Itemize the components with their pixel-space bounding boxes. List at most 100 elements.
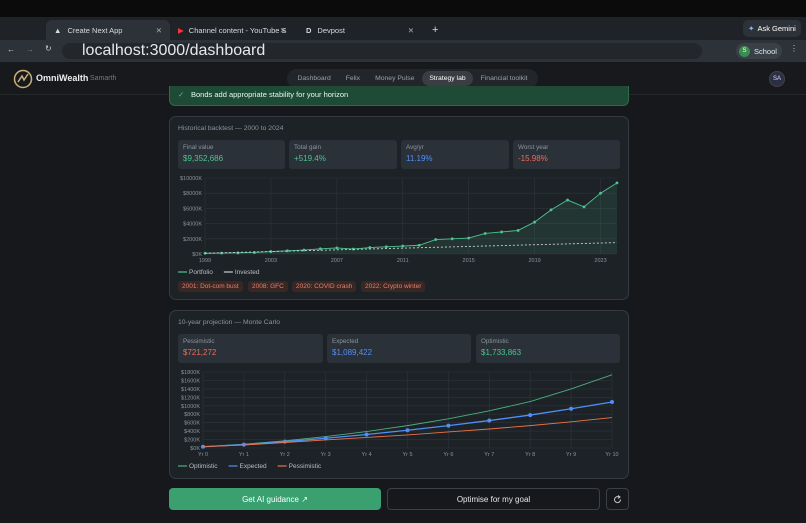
x-tick-label: Yr 0 xyxy=(198,452,208,458)
x-tick-label: 2015 xyxy=(463,258,475,264)
stat-value: $1,733,863 xyxy=(481,348,522,357)
series-line xyxy=(204,242,618,254)
y-tick-label: $400K xyxy=(184,429,200,435)
reset-button[interactable] xyxy=(606,488,629,510)
stat-value: -15.98% xyxy=(518,154,548,163)
nav-link[interactable]: Financial toolkit xyxy=(480,75,528,82)
x-tick-label: Yr 2 xyxy=(280,452,290,458)
data-point xyxy=(364,432,369,437)
tab[interactable]: ▲ Create Next App ✕ xyxy=(46,20,170,40)
new-tab-button[interactable]: + xyxy=(432,24,439,36)
data-point xyxy=(483,232,487,235)
address-bar[interactable]: localhost:3000/dashboard xyxy=(62,42,702,59)
data-point xyxy=(599,191,602,195)
reset-icon xyxy=(614,494,622,503)
data-point xyxy=(582,205,586,209)
data-point xyxy=(434,238,438,241)
tab-title: Devpost xyxy=(317,25,345,35)
event-chip: 2001: Dot-com bust xyxy=(178,281,243,292)
legend-label: Optimistic xyxy=(189,463,218,470)
data-point xyxy=(615,181,619,185)
data-point xyxy=(335,246,339,250)
user-name: Samarth xyxy=(90,75,117,82)
stat-box: Pessimistic $721,272 xyxy=(178,334,323,363)
stat-box: Total gain +519.4% xyxy=(289,140,397,169)
tab[interactable]: D Devpost ✕ xyxy=(306,25,414,35)
data-point xyxy=(236,251,240,255)
x-tick-label: Yr 5 xyxy=(402,452,412,458)
stat-box: Final value $9,352,686 xyxy=(178,140,285,169)
legend-label: Expected xyxy=(240,463,267,470)
stat-box: Avg/yr 11.19% xyxy=(401,140,509,169)
reload-button[interactable]: ↻ xyxy=(45,44,52,53)
x-tick-label: Yr 6 xyxy=(443,452,453,458)
event-chip: 2022: Crypto winter xyxy=(361,281,426,292)
data-point xyxy=(318,247,322,251)
data-point xyxy=(253,251,256,254)
back-button[interactable]: ← xyxy=(7,45,15,54)
stat-label: Total gain xyxy=(294,144,321,151)
ai-guidance-button[interactable]: Get AI guidance ↗ xyxy=(169,488,381,510)
data-point xyxy=(549,208,553,212)
tab-title: Create Next App xyxy=(67,25,123,35)
y-tick-label: $1000K xyxy=(181,404,200,410)
y-tick-label: $1200K xyxy=(181,395,200,401)
data-point xyxy=(417,243,421,247)
stat-value: $1,089,422 xyxy=(332,348,373,357)
stat-box: Optimistic $1,733,863 xyxy=(476,334,620,363)
stat-label: Final value xyxy=(183,144,214,151)
data-point xyxy=(368,246,372,249)
profile-button[interactable]: S School xyxy=(736,43,782,59)
stat-value: +519.4% xyxy=(294,154,326,163)
stat-value: 11.19% xyxy=(406,154,433,163)
data-point xyxy=(401,244,405,248)
data-point xyxy=(487,418,492,423)
x-tick-label: 2007 xyxy=(331,258,343,264)
y-tick-label: $1400K xyxy=(181,387,200,393)
x-tick-label: Yr 1 xyxy=(239,452,249,458)
ask-gemini-label: Ask Gemini xyxy=(757,24,796,33)
user-avatar[interactable]: SA xyxy=(769,71,785,87)
stat-label: Pessimistic xyxy=(183,338,215,345)
data-point xyxy=(528,413,533,418)
stat-label: Expected xyxy=(332,338,359,345)
stat-label: Avg/yr xyxy=(406,144,424,151)
y-tick-label: $0K xyxy=(192,252,202,258)
y-tick-label: $600K xyxy=(184,421,200,427)
stat-box: Worst year -15.98% xyxy=(513,140,620,169)
backtest-chart: $0K $2000K $4000K $6000K $8000K $10000K 1999 20… xyxy=(178,176,619,276)
tab[interactable]: ▶ Channel content - YouTube S ✕ xyxy=(178,25,287,35)
data-point xyxy=(323,436,328,441)
x-tick-label: Yr 7 xyxy=(484,452,494,458)
area xyxy=(205,182,617,254)
menu-button[interactable]: ⋮ xyxy=(790,44,798,53)
data-point xyxy=(201,444,205,449)
ask-gemini-button[interactable]: ✦ Ask Gemini xyxy=(743,20,801,37)
x-tick-label: 2019 xyxy=(528,258,540,264)
url-text: localhost:3000/dashboard xyxy=(82,42,266,59)
stat-value: $721,272 xyxy=(183,348,217,357)
event-chip: 2008: GFC xyxy=(248,281,288,292)
x-tick-label: Yr 4 xyxy=(362,452,372,458)
data-point xyxy=(566,198,569,202)
nav-link[interactable]: Strategy lab xyxy=(422,71,473,86)
advice-banner: ✓ Bonds add appropriate stability for you… xyxy=(169,86,629,106)
tab-title: Channel content - YouTube S xyxy=(188,25,287,35)
nav-link[interactable]: Money Pulse xyxy=(375,75,415,82)
forward-button[interactable]: → xyxy=(26,45,34,54)
optimise-button[interactable]: Optimise for my goal xyxy=(387,488,600,510)
data-point xyxy=(516,229,520,232)
data-point xyxy=(405,428,410,433)
x-tick-label: 1999 xyxy=(199,258,211,264)
card-title: 10-year projection — Monte Carlo xyxy=(178,319,280,326)
stat-label: Worst year xyxy=(518,144,549,151)
nav-link[interactable]: Felix xyxy=(345,75,361,82)
data-point xyxy=(450,237,454,241)
banner-text: Bonds add appropriate stability for your… xyxy=(191,90,349,99)
data-point xyxy=(610,400,614,405)
y-tick-label: $0K xyxy=(190,446,200,452)
x-tick-label: Yr 8 xyxy=(525,452,535,458)
y-tick-label: $10000K xyxy=(180,176,202,182)
nav-link[interactable]: Dashboard xyxy=(297,75,331,82)
